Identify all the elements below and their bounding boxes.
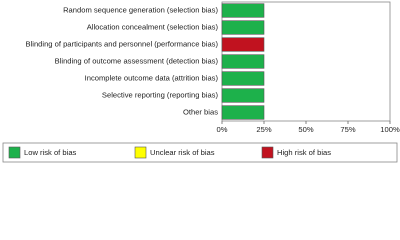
y-tick-label: Selective reporting (reporting bias) (102, 91, 219, 100)
y-tick-label: Blinding of participants and personnel (… (26, 40, 219, 49)
legend-label: High risk of bias (277, 148, 331, 157)
bar-segment (221, 105, 265, 120)
bar-segment (221, 3, 265, 18)
page: 0% 25% 50% 75% 100% Random sequence generatio… (2, 1, 400, 163)
x-tick-label: 0% (217, 125, 228, 134)
y-tick-label: Incomplete outcome data (attrition bias) (85, 74, 219, 83)
x-tick-label: 100% (380, 125, 400, 134)
y-tick-label: Other bias (183, 108, 218, 117)
legend-label: Low risk of bias (24, 148, 77, 157)
chart: 0% 25% 50% 75% 100% Random sequence generatio… (2, 1, 400, 163)
legend-swatch (261, 146, 274, 159)
bar-segment (221, 20, 265, 35)
bar-segment (221, 71, 265, 86)
x-tick-label: 25% (256, 125, 271, 134)
y-tick-label: Random sequence generation (selection bi… (63, 6, 218, 15)
legend-label: Unclear risk of bias (150, 148, 215, 157)
x-tick-label: 50% (298, 125, 313, 134)
y-tick-label: Blinding of outcome assessment (detectio… (55, 57, 219, 66)
y-tick-label: Allocation concealment (selection bias) (87, 23, 219, 32)
bar-segment (221, 54, 265, 69)
bar-segment (221, 88, 265, 103)
legend-box (2, 142, 398, 163)
legend-swatch (8, 146, 21, 159)
legend-swatch (134, 146, 147, 159)
x-tick-label: 75% (340, 125, 355, 134)
bar-segment (221, 37, 265, 52)
